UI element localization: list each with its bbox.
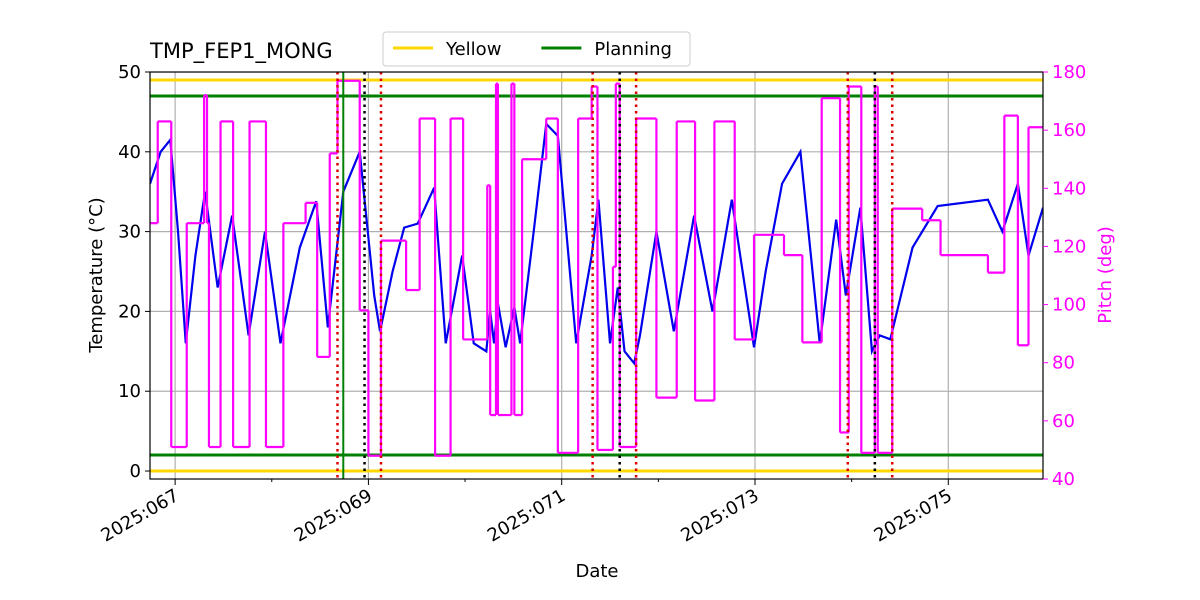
y-axis-label: Temperature (°C)	[86, 197, 107, 353]
y2-tick-label: 140	[1052, 178, 1086, 199]
legend-label: Yellow	[445, 39, 501, 60]
chart-title: TMP_FEP1_MONG	[149, 39, 333, 64]
y-tick-label: 40	[118, 142, 141, 163]
y2-tick-label: 40	[1052, 469, 1075, 490]
y2-tick-label: 120	[1052, 236, 1086, 257]
x-tick-label: 2025:073	[677, 485, 762, 546]
y-tick-label: 10	[118, 381, 141, 402]
y2-tick-label: 160	[1052, 120, 1086, 141]
axes-frame	[149, 71, 1044, 480]
y2-tick-label: 80	[1052, 353, 1075, 374]
y-tick-label: 50	[118, 62, 141, 83]
y2-tick-label: 180	[1052, 62, 1086, 83]
y-tick-label: 20	[118, 301, 141, 322]
temperature-line	[150, 121, 1043, 366]
legend-frame	[382, 31, 691, 67]
legend: Yellow Planning	[382, 31, 691, 67]
x-tick-label: 2025:075	[871, 485, 956, 546]
x-tick-label: 2025:067	[97, 485, 182, 546]
y2-tick-label: 60	[1052, 411, 1075, 432]
legend-label: Planning	[594, 39, 672, 60]
y2-tick-label: 100	[1052, 295, 1086, 316]
plot-area	[150, 72, 1043, 479]
x-axis-label: Date	[575, 561, 618, 582]
y2-axis-label: Pitch (deg)	[1095, 226, 1116, 324]
y-tick-label: 0	[130, 461, 141, 482]
x-tick-label: 2025:069	[291, 485, 376, 546]
y-tick-label: 30	[118, 222, 141, 243]
x-tick-label: 2025:071	[484, 485, 569, 546]
